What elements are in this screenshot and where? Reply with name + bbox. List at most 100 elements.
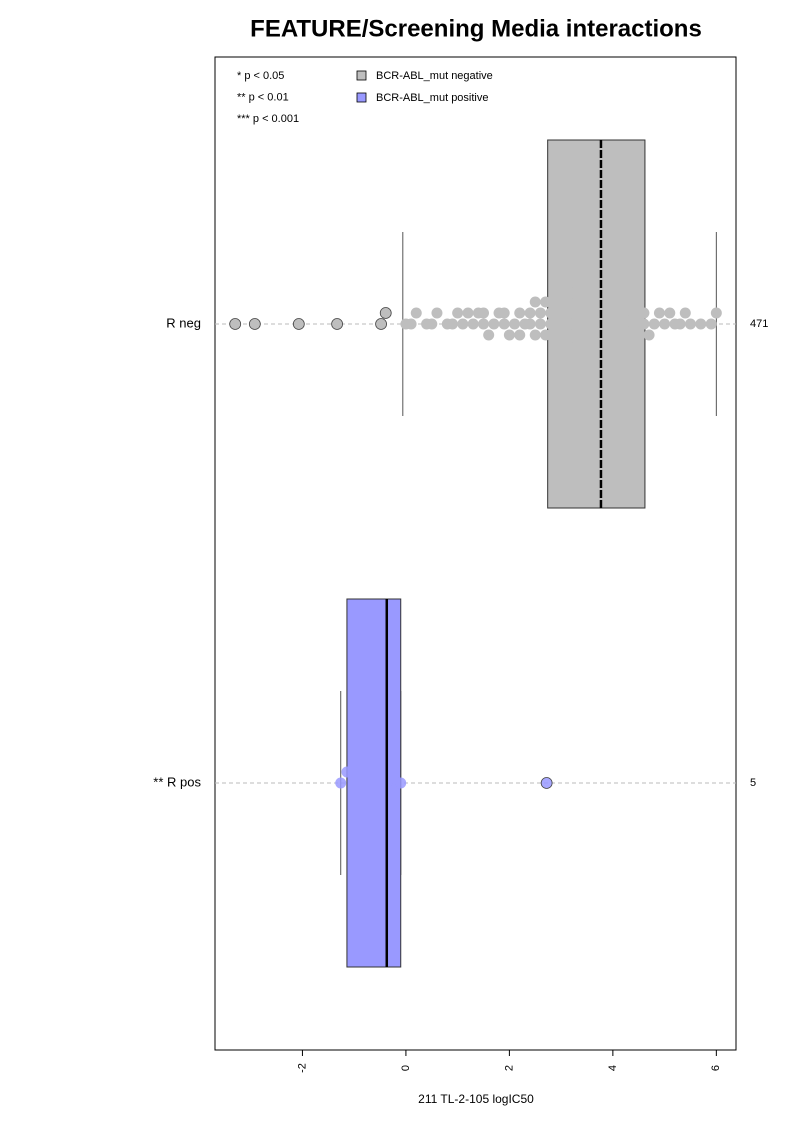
category-label: ** R pos xyxy=(153,774,201,789)
data-point xyxy=(514,329,526,341)
data-point xyxy=(710,307,722,319)
data-point xyxy=(607,307,619,319)
data-point xyxy=(581,296,593,308)
data-point xyxy=(586,329,598,341)
data-point xyxy=(565,329,577,341)
data-point xyxy=(628,307,640,319)
data-point xyxy=(405,318,417,330)
data-point xyxy=(648,318,660,330)
data-point xyxy=(602,296,614,308)
data-point xyxy=(478,307,490,319)
data-point xyxy=(529,329,541,341)
x-tick-label: 6 xyxy=(710,1065,722,1071)
data-point xyxy=(581,340,593,352)
data-point xyxy=(375,318,387,330)
data-point xyxy=(638,307,650,319)
data-point xyxy=(514,307,526,319)
legend-label: BCR-ABL_mut positive xyxy=(376,92,489,104)
data-point xyxy=(633,296,645,308)
data-point xyxy=(617,318,629,330)
data-point xyxy=(659,318,671,330)
data-point xyxy=(607,318,619,330)
data-point xyxy=(597,329,609,341)
data-point xyxy=(560,296,572,308)
box xyxy=(346,598,402,968)
data-point xyxy=(695,318,707,330)
x-tick-label: 2 xyxy=(503,1065,515,1071)
data-point xyxy=(612,296,624,308)
data-point xyxy=(612,340,624,352)
count-label: 471 xyxy=(750,318,768,330)
data-point xyxy=(602,285,614,297)
legend-swatch xyxy=(356,70,367,81)
data-point xyxy=(292,318,305,330)
data-point xyxy=(331,318,344,330)
data-point xyxy=(597,318,609,330)
data-point xyxy=(431,307,443,319)
data-point xyxy=(586,307,598,319)
data-point xyxy=(705,318,717,330)
data-point xyxy=(643,329,655,341)
data-point xyxy=(540,777,553,789)
data-point xyxy=(540,296,552,308)
data-point xyxy=(602,340,614,352)
data-point xyxy=(571,340,583,352)
data-point xyxy=(524,307,536,319)
data-point xyxy=(452,307,464,319)
x-tick-label: -2 xyxy=(296,1063,308,1073)
data-point xyxy=(498,318,510,330)
data-point xyxy=(571,296,583,308)
data-point xyxy=(576,329,588,341)
data-point xyxy=(555,307,567,319)
x-tick-label: 0 xyxy=(400,1065,412,1071)
significance-note: *** p < 0.001 xyxy=(237,113,299,125)
data-point xyxy=(426,318,438,330)
data-point xyxy=(341,766,353,778)
data-point xyxy=(674,318,686,330)
x-axis-label: 211 TL-2-105 logIC50 xyxy=(418,1092,534,1106)
data-point xyxy=(565,318,577,330)
data-point xyxy=(628,318,640,330)
legend-label: BCR-ABL_mut negative xyxy=(376,70,493,82)
data-point xyxy=(545,329,557,341)
significance-note: ** p < 0.01 xyxy=(237,91,289,103)
data-point xyxy=(653,307,665,319)
data-point xyxy=(597,307,609,319)
data-point xyxy=(229,318,242,330)
data-point xyxy=(581,285,593,297)
data-point xyxy=(524,318,536,330)
data-point xyxy=(565,307,577,319)
data-point xyxy=(607,329,619,341)
data-point xyxy=(622,296,634,308)
category-label: R neg xyxy=(166,315,201,330)
data-point xyxy=(483,329,495,341)
data-point xyxy=(379,307,392,319)
data-point xyxy=(576,307,588,319)
data-point xyxy=(664,307,676,319)
count-label: 5 xyxy=(750,777,756,789)
data-point xyxy=(545,307,557,319)
data-point xyxy=(560,340,572,352)
data-point xyxy=(410,307,422,319)
x-tick-label: 4 xyxy=(607,1065,619,1071)
data-point xyxy=(462,307,474,319)
data-point xyxy=(498,307,510,319)
significance-note: * p < 0.05 xyxy=(237,70,284,82)
data-point xyxy=(679,307,691,319)
data-point xyxy=(446,318,458,330)
data-point xyxy=(638,318,650,330)
data-point xyxy=(248,318,261,330)
data-point xyxy=(612,285,624,297)
data-point xyxy=(335,777,347,789)
legend-swatch xyxy=(356,92,367,103)
data-point xyxy=(467,318,479,330)
data-point xyxy=(684,318,696,330)
data-point xyxy=(555,329,567,341)
data-point xyxy=(555,318,567,330)
data-point xyxy=(576,318,588,330)
data-point xyxy=(617,307,629,319)
data-point xyxy=(622,340,634,352)
data-point xyxy=(534,307,546,319)
data-point xyxy=(395,777,407,789)
